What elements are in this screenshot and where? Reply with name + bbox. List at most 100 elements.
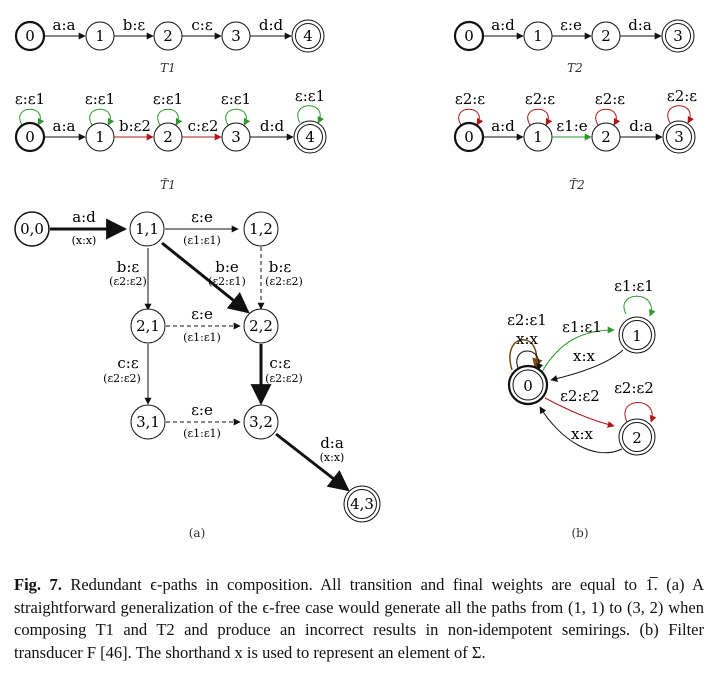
comp-state-label: 2,1 [136, 317, 160, 335]
comp-arc-label: c:ε [269, 354, 290, 372]
filter-label: ε2:ε1 [507, 311, 547, 329]
comp-arc-sublabel: (ε1:ε1) [183, 331, 221, 344]
t2t-state-label: 1 [533, 128, 543, 146]
filter-loop [509, 339, 543, 371]
comp-state-0-0 [14, 211, 50, 247]
figure-7-diagram: 0 1 2 3 4 a:a b:ε c:ε d:d T1 0 1 2 3 a:d… [14, 16, 697, 540]
t2-name: T2 [567, 61, 583, 75]
t2-state-3-final [661, 19, 695, 53]
t2t-loop-label: ε2:ε [667, 87, 697, 105]
t2-state-label: 3 [673, 27, 683, 45]
t2-state-label: 2 [601, 27, 611, 45]
filter-arc [539, 406, 623, 454]
comp-arc-label: c:ε [117, 354, 138, 372]
comp-arc [161, 241, 250, 314]
t2t-state-label: 2 [601, 128, 611, 146]
t2t-state-label: 0 [464, 128, 474, 146]
subfigure-b-label: (b) [571, 526, 588, 540]
t1-state-4-final [291, 19, 325, 53]
filter-state-label: 2 [632, 429, 642, 447]
comp-arc-sublabel: (x:x) [72, 234, 97, 247]
comp-arc-sublabel: (ε2:ε2) [265, 275, 303, 288]
filter-label: ε2:ε2 [614, 379, 654, 397]
t1t-loop-label: ε:ε1 [295, 87, 325, 105]
t2t-state-label: 3 [674, 128, 684, 146]
t2-arc-label: d:a [628, 16, 652, 34]
figure-caption: Fig. 7. Redundant ϵ-paths in composition… [14, 574, 704, 664]
comp-state-label: 2,2 [249, 317, 273, 335]
comp-arc-label: a:d [72, 208, 96, 226]
t1-arc-label: b:ε [123, 16, 146, 34]
t2-arc-label: ε:e [560, 16, 582, 34]
t1t-state-label: 4 [305, 128, 315, 146]
t1t-loop [19, 108, 45, 126]
comp-state-label: 3,1 [136, 413, 160, 431]
comp-state-3-1 [130, 404, 166, 440]
t1-arc-label: c:ε [191, 16, 212, 34]
t1-state-label: 1 [95, 27, 105, 45]
comp-state-label: 4,3 [350, 495, 374, 513]
caption-text: Redundant ϵ-paths in composition. All tr… [14, 575, 704, 662]
filter-state-label: 0 [523, 377, 533, 395]
t2t-arc-label: a:d [491, 117, 515, 135]
comp-arc-sublabel: (ε1:ε1) [183, 234, 221, 247]
t2t-state-3-final [662, 120, 696, 154]
comp-arc-sublabel: (x:x) [320, 451, 345, 464]
t2t-loop-label: ε2:ε [455, 90, 485, 108]
subfigure-a-label: (a) [189, 526, 206, 540]
t1-arc-label: a:a [53, 16, 76, 34]
comp-state-1-1 [129, 211, 165, 247]
t2t-loop [527, 108, 553, 126]
t1t-loop-label: ε:ε1 [221, 90, 251, 108]
t2t-loop [595, 108, 621, 126]
t2t-loop [458, 108, 484, 126]
filter-label: ε2:ε2 [560, 387, 600, 405]
t1-state-label: 0 [25, 27, 35, 45]
comp-state-1-2 [243, 211, 279, 247]
comp-arc-label: d:a [320, 434, 344, 452]
t2t-arc-label: d:a [629, 117, 653, 135]
t1t-arc-label: a:a [53, 117, 76, 135]
comp-state-label: 1,2 [249, 220, 273, 238]
filter-state-1 [618, 316, 656, 354]
filter-loop [516, 350, 544, 371]
t1t-state-4-final [293, 120, 327, 154]
t1t-loop [157, 108, 183, 126]
comp-state-label: 3,2 [249, 413, 273, 431]
t2t-name: T̃2 [569, 177, 585, 192]
comp-state-label: 1,1 [135, 220, 159, 238]
filter-arc [544, 397, 615, 428]
comp-state-label: 0,0 [20, 220, 44, 238]
comp-state-2-1 [130, 308, 166, 344]
t2t-loop-label: ε2:ε [595, 90, 625, 108]
filter-state-2 [618, 418, 656, 456]
t2-state-label: 0 [464, 27, 474, 45]
t1-state-label: 3 [231, 27, 241, 45]
t2t-loop [667, 105, 695, 124]
comp-state-3-2 [243, 404, 279, 440]
filter-state-label: 1 [632, 327, 642, 345]
t1t-state-label: 0 [25, 128, 35, 146]
t1t-loop-label: ε:ε1 [15, 90, 45, 108]
t1t-loop-label: ε:ε1 [153, 90, 183, 108]
filter-transducer: ε2:ε1 x:x ε1:ε1 x:x ε1:ε1 ε2:ε2 x:x ε2:ε… [507, 277, 657, 540]
comp-arc-label: b:ε [269, 258, 292, 276]
t1t-arc-label: d:d [260, 117, 285, 135]
t1t-loop-label: ε:ε1 [85, 90, 115, 108]
comp-arc [275, 432, 350, 492]
t2-state-label: 1 [533, 27, 543, 45]
filter-loop [624, 402, 657, 423]
filter-arc [550, 349, 624, 382]
comp-arc-label: b:e [215, 258, 239, 276]
t1-name: T1 [160, 61, 176, 75]
filter-label: ε1:ε1 [562, 318, 602, 336]
t1t-name: T̃1 [160, 177, 176, 192]
comp-state-2-2 [243, 308, 279, 344]
t1t-loop [89, 108, 115, 126]
comp-arc-label: b:ε [117, 258, 140, 276]
t1t-loop [297, 105, 325, 124]
filter-label: ε1:ε1 [614, 277, 654, 295]
caption-label: Fig. 7. [14, 575, 62, 594]
t1t-state-label: 1 [95, 128, 105, 146]
t1t-state-label: 2 [163, 128, 173, 146]
